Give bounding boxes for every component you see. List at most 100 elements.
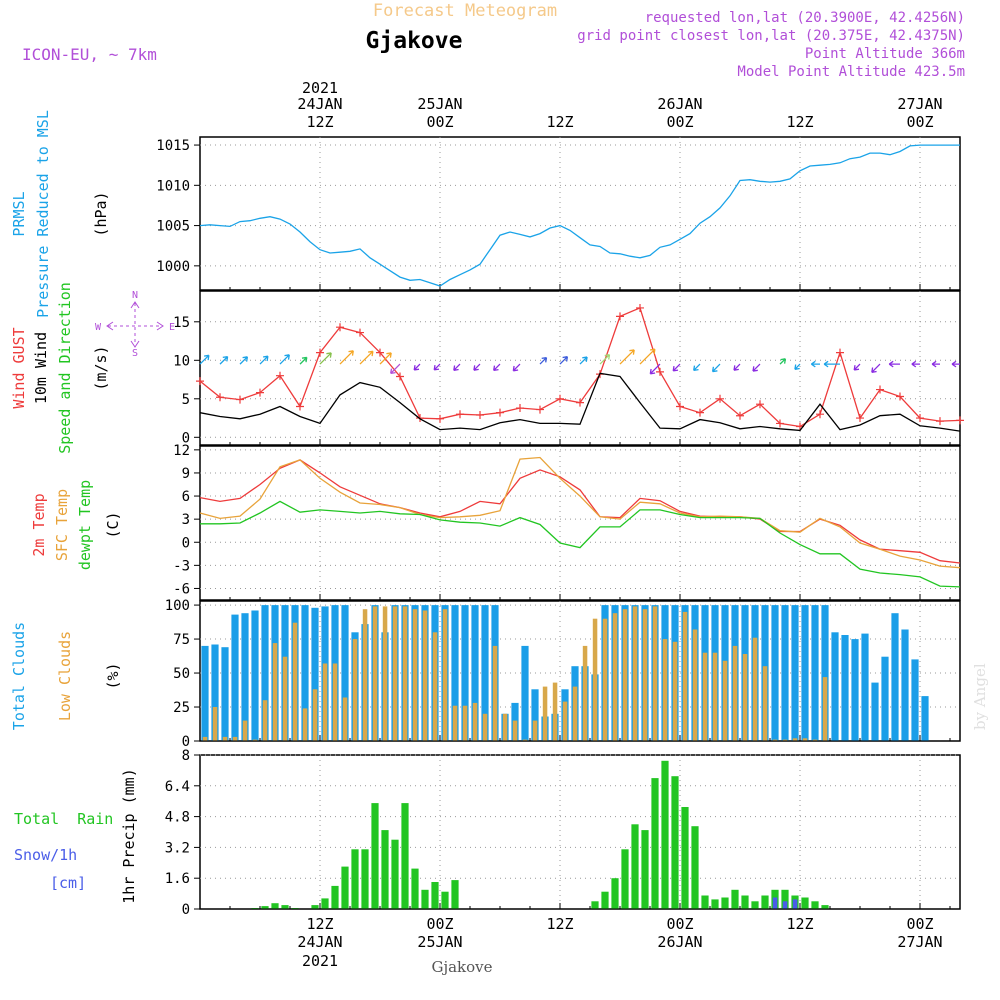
wind-gust-marker xyxy=(396,372,404,381)
wind-direction-arrow xyxy=(693,363,701,372)
precip-bar-primary xyxy=(361,849,369,909)
pressure-msl-label: Pressure Reduced to MSL xyxy=(34,110,52,318)
clouds-ytick-label: 25 xyxy=(173,700,190,716)
wind-gust-marker xyxy=(476,410,484,419)
clouds-bar-secondary xyxy=(692,629,698,741)
clouds-bar-secondary xyxy=(512,720,518,741)
clouds-ytick-label: 50 xyxy=(173,666,190,682)
clouds-bar-secondary xyxy=(462,705,468,741)
wind-gust-marker xyxy=(236,395,244,404)
precip-bar-primary xyxy=(271,903,279,909)
clouds-bar-primary xyxy=(341,605,349,741)
pressure-ytick-label: 1005 xyxy=(156,219,190,235)
wind-direction-arrow xyxy=(559,356,569,365)
precip-ytick-label: 8 xyxy=(182,748,190,764)
footer-location: Gjakove xyxy=(431,958,492,976)
precip-bar-primary xyxy=(331,885,339,909)
wind-panel xyxy=(199,290,961,446)
wind-direction-arrow xyxy=(359,350,374,365)
model-label: ICON-EU, ~ 7km xyxy=(22,45,157,64)
precip-bar-primary xyxy=(391,839,399,909)
total-clouds-label: Total Clouds xyxy=(10,622,28,730)
clouds-bar-secondary xyxy=(702,652,708,741)
bottom-time-hour: 12Z xyxy=(786,915,813,933)
clouds-bar-primary xyxy=(831,632,839,741)
temp-dewpt-label: dewpt Temp xyxy=(76,480,94,570)
temperature-ytick-label: 0 xyxy=(182,535,190,551)
point-altitude: Point Altitude 366m xyxy=(805,46,965,62)
wind-gust-marker xyxy=(956,416,964,425)
precip-bar-primary xyxy=(651,778,659,909)
axis-layer: 1000100510101015051015-6-303691202550751… xyxy=(156,79,951,970)
wind-direction-arrow xyxy=(199,354,210,365)
precip-bar-primary xyxy=(671,776,679,909)
clouds-bar-secondary xyxy=(542,686,548,741)
clouds-bar-secondary xyxy=(342,697,348,741)
precip-ytick-label: 3.2 xyxy=(165,840,190,856)
precip-bar-primary xyxy=(811,901,819,909)
clouds-bar-primary xyxy=(841,635,849,741)
clouds-bar-secondary xyxy=(762,666,768,741)
precip-ytick-label: 6.4 xyxy=(165,779,190,795)
wind-gust-marker xyxy=(296,402,304,411)
clouds-bar-secondary xyxy=(402,606,408,741)
clouds-bar-secondary xyxy=(312,689,318,741)
compass-arrowheads xyxy=(106,301,164,348)
clouds-bar-secondary xyxy=(222,736,228,741)
wind-direction-arrow xyxy=(619,349,635,365)
clouds-bar-secondary xyxy=(202,736,208,741)
wind-gust-marker xyxy=(436,414,444,423)
gridpoint-coords: grid point closest lon,lat (20.375E, 42.… xyxy=(577,28,965,44)
precip-bar-primary xyxy=(721,897,729,909)
top-time-hour: 00Z xyxy=(906,113,933,131)
clouds-bar-secondary xyxy=(382,606,388,741)
wind-series-line xyxy=(199,372,961,432)
wind-direction-arrow xyxy=(453,363,461,371)
top-time-hour: 00Z xyxy=(426,113,453,131)
wind-direction-arrow xyxy=(339,350,354,365)
clouds-bar-secondary xyxy=(572,686,578,741)
clouds-bar-primary xyxy=(201,645,209,741)
clouds-bar-secondary xyxy=(562,701,568,741)
clouds-bar-secondary xyxy=(632,606,638,741)
wind-gust-marker xyxy=(196,377,204,386)
clouds-ytick-label: 0 xyxy=(182,734,190,750)
model-altitude: Model Point Altitude 423.5m xyxy=(737,64,965,80)
precip-bar-primary xyxy=(261,906,269,909)
clouds-bar-primary xyxy=(231,614,239,741)
temperature-series-line xyxy=(200,500,961,588)
wind-gust-marker xyxy=(776,419,784,428)
precip-bar-primary xyxy=(681,807,689,909)
precip-labels: Total Rain Snow/1h [cm] 1hr Precip (mm) xyxy=(14,768,138,903)
wind-gust-marker xyxy=(756,400,764,409)
clouds-bar-primary xyxy=(781,605,789,741)
precip-bar-primary xyxy=(411,868,419,909)
precip-bar-primary xyxy=(701,895,709,909)
precip-bar-primary xyxy=(591,901,599,909)
clouds-bar-primary xyxy=(771,605,779,741)
precip-bar-primary xyxy=(381,830,389,909)
snow-unit-label: [cm] xyxy=(50,874,86,892)
clouds-bar-primary xyxy=(261,605,269,741)
wind-direction-arrow xyxy=(390,363,401,375)
wind-gust-marker xyxy=(876,385,884,394)
wind-series-line xyxy=(199,307,961,428)
wind-gust-marker xyxy=(576,398,584,407)
snow-label: Snow/1h xyxy=(14,846,77,864)
temperature-series-line xyxy=(199,456,961,569)
clouds-bar-secondary xyxy=(322,663,328,741)
clouds-bar-secondary xyxy=(352,639,358,741)
panel-frames xyxy=(199,136,961,910)
clouds-bar-primary xyxy=(221,647,229,741)
wind-direction-arrow xyxy=(853,363,861,371)
wind-ytick-label: 0 xyxy=(182,430,190,446)
clouds-bar-primary xyxy=(211,644,219,741)
wind-gust-marker xyxy=(316,348,324,357)
clouds-bar-primary xyxy=(481,605,489,741)
precip-bar-primary xyxy=(631,824,639,909)
temperature-ytick-label: 9 xyxy=(182,466,190,482)
bottom-time-hour: 00Z xyxy=(906,915,933,933)
grid-layer xyxy=(200,137,960,910)
wind-direction-arrow xyxy=(579,356,588,365)
pressure-series-line xyxy=(199,144,960,287)
